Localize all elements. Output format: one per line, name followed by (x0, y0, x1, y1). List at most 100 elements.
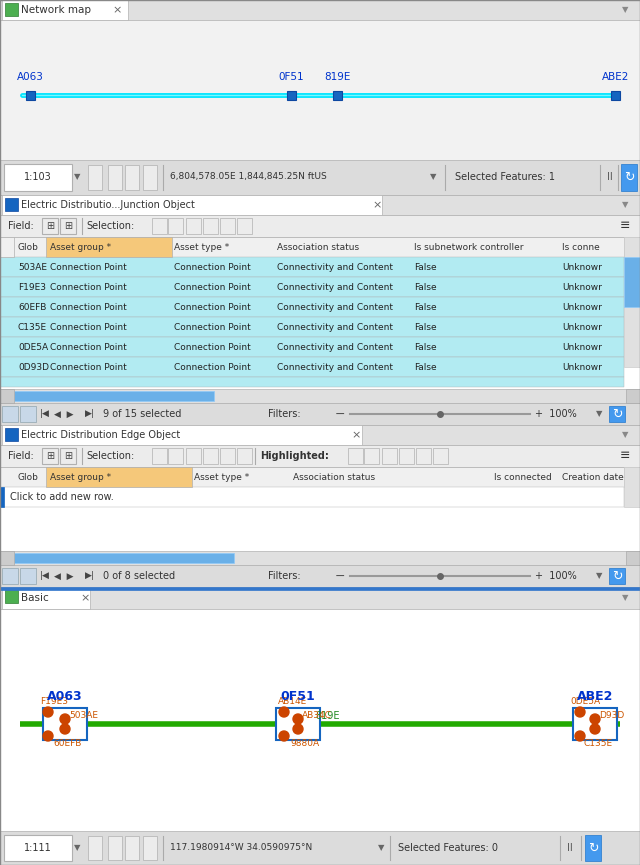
Text: 0F51: 0F51 (278, 72, 304, 82)
Text: Selected Features: 0: Selected Features: 0 (398, 843, 498, 853)
Circle shape (60, 724, 70, 734)
Text: 9880A: 9880A (290, 740, 319, 748)
Text: 503AE: 503AE (69, 712, 98, 721)
Text: 117.1980914°W 34.0590975°N: 117.1980914°W 34.0590975°N (170, 843, 312, 853)
Text: Basic: Basic (21, 593, 49, 603)
Circle shape (590, 714, 600, 724)
Text: ◀  ▶: ◀ ▶ (54, 409, 74, 419)
Bar (364, 448, 379, 464)
Text: ≡: ≡ (620, 220, 630, 233)
Bar (621, 164, 637, 191)
Text: Unknowr: Unknowr (562, 303, 602, 311)
Bar (0, 0, 640, 20)
Text: ×: × (80, 593, 90, 603)
Bar (125, 836, 139, 860)
Bar (203, 448, 218, 464)
Text: ⊞: ⊞ (64, 451, 72, 461)
Bar (168, 448, 183, 464)
Text: Selection:: Selection: (86, 221, 134, 231)
Bar (0, 425, 640, 445)
Circle shape (43, 707, 53, 717)
Bar (416, 448, 431, 464)
Bar (624, 237, 640, 367)
Bar (26, 91, 35, 99)
Bar (20, 568, 36, 584)
Bar (609, 406, 625, 422)
Bar (46, 467, 192, 487)
Bar (4, 835, 72, 861)
Text: AB14E: AB14E (278, 697, 307, 707)
Text: Connection Point: Connection Point (174, 283, 251, 292)
Text: II: II (567, 843, 573, 853)
Bar (0, 487, 4, 507)
Text: Connection Point: Connection Point (50, 343, 127, 351)
Bar (0, 257, 624, 277)
Circle shape (293, 724, 303, 734)
Bar (5, 198, 18, 211)
Text: Electric Distributio...Junction Object: Electric Distributio...Junction Object (21, 200, 195, 210)
Bar (624, 467, 640, 507)
Text: 9 of 15 selected: 9 of 15 selected (103, 409, 181, 419)
Text: Glob: Glob (18, 472, 39, 482)
Text: Unknowr: Unknowr (562, 283, 602, 292)
Bar (108, 836, 122, 860)
Text: Asset type *: Asset type * (174, 242, 229, 252)
Text: D93D: D93D (599, 712, 624, 721)
Bar (152, 218, 167, 234)
Text: ≡: ≡ (620, 450, 630, 463)
Text: Connectivity and Content: Connectivity and Content (277, 303, 393, 311)
Text: Field:: Field: (8, 221, 34, 231)
Text: False: False (414, 323, 436, 331)
Text: 819E: 819E (315, 711, 339, 721)
Text: Connectivity and Content: Connectivity and Content (277, 362, 393, 371)
Bar (2, 0, 128, 20)
Text: Filters:: Filters: (268, 571, 301, 581)
Bar (0, 565, 640, 587)
Text: Connection Point: Connection Point (50, 303, 127, 311)
Bar (60, 448, 76, 464)
Text: Network map: Network map (21, 5, 91, 15)
Text: ×: × (372, 200, 381, 210)
Text: Unknowr: Unknowr (562, 323, 602, 331)
Bar (2, 425, 362, 445)
Bar (143, 165, 157, 190)
Bar (0, 831, 640, 865)
Text: 60EFB: 60EFB (18, 303, 46, 311)
Text: −: − (335, 569, 346, 582)
Bar (0, 337, 624, 357)
Bar (433, 448, 448, 464)
Text: II: II (607, 172, 612, 182)
Text: Click to add new row.: Click to add new row. (10, 492, 114, 502)
Text: ▼: ▼ (621, 593, 628, 603)
Text: ⊞: ⊞ (46, 451, 54, 461)
Bar (14, 391, 214, 401)
Bar (0, 357, 624, 377)
Text: Connectivity and Content: Connectivity and Content (277, 283, 393, 292)
Text: 503AE: 503AE (18, 262, 47, 272)
Bar (125, 165, 139, 190)
Text: 0DE5A: 0DE5A (18, 343, 48, 351)
Bar (168, 218, 183, 234)
Bar (382, 448, 397, 464)
Bar (0, 20, 640, 160)
Text: Asset group *: Asset group * (50, 472, 111, 482)
Bar (5, 428, 18, 441)
Bar (611, 91, 620, 99)
Text: False: False (414, 303, 436, 311)
Bar (108, 165, 122, 190)
Text: ▼: ▼ (621, 431, 628, 439)
Bar (626, 389, 640, 403)
Bar (5, 590, 18, 603)
Text: ↻: ↻ (624, 170, 634, 183)
Text: Connection Point: Connection Point (50, 362, 127, 371)
Bar (14, 553, 234, 563)
Text: Connection Point: Connection Point (174, 362, 251, 371)
Text: Electric Distribution Edge Object: Electric Distribution Edge Object (21, 430, 180, 440)
Text: 0DE5A: 0DE5A (570, 697, 600, 707)
Text: A063: A063 (17, 72, 44, 82)
Bar (0, 389, 640, 403)
Text: Is conne: Is conne (562, 242, 600, 252)
Bar (0, 297, 624, 317)
Circle shape (60, 714, 70, 724)
Text: Connection Point: Connection Point (174, 303, 251, 311)
